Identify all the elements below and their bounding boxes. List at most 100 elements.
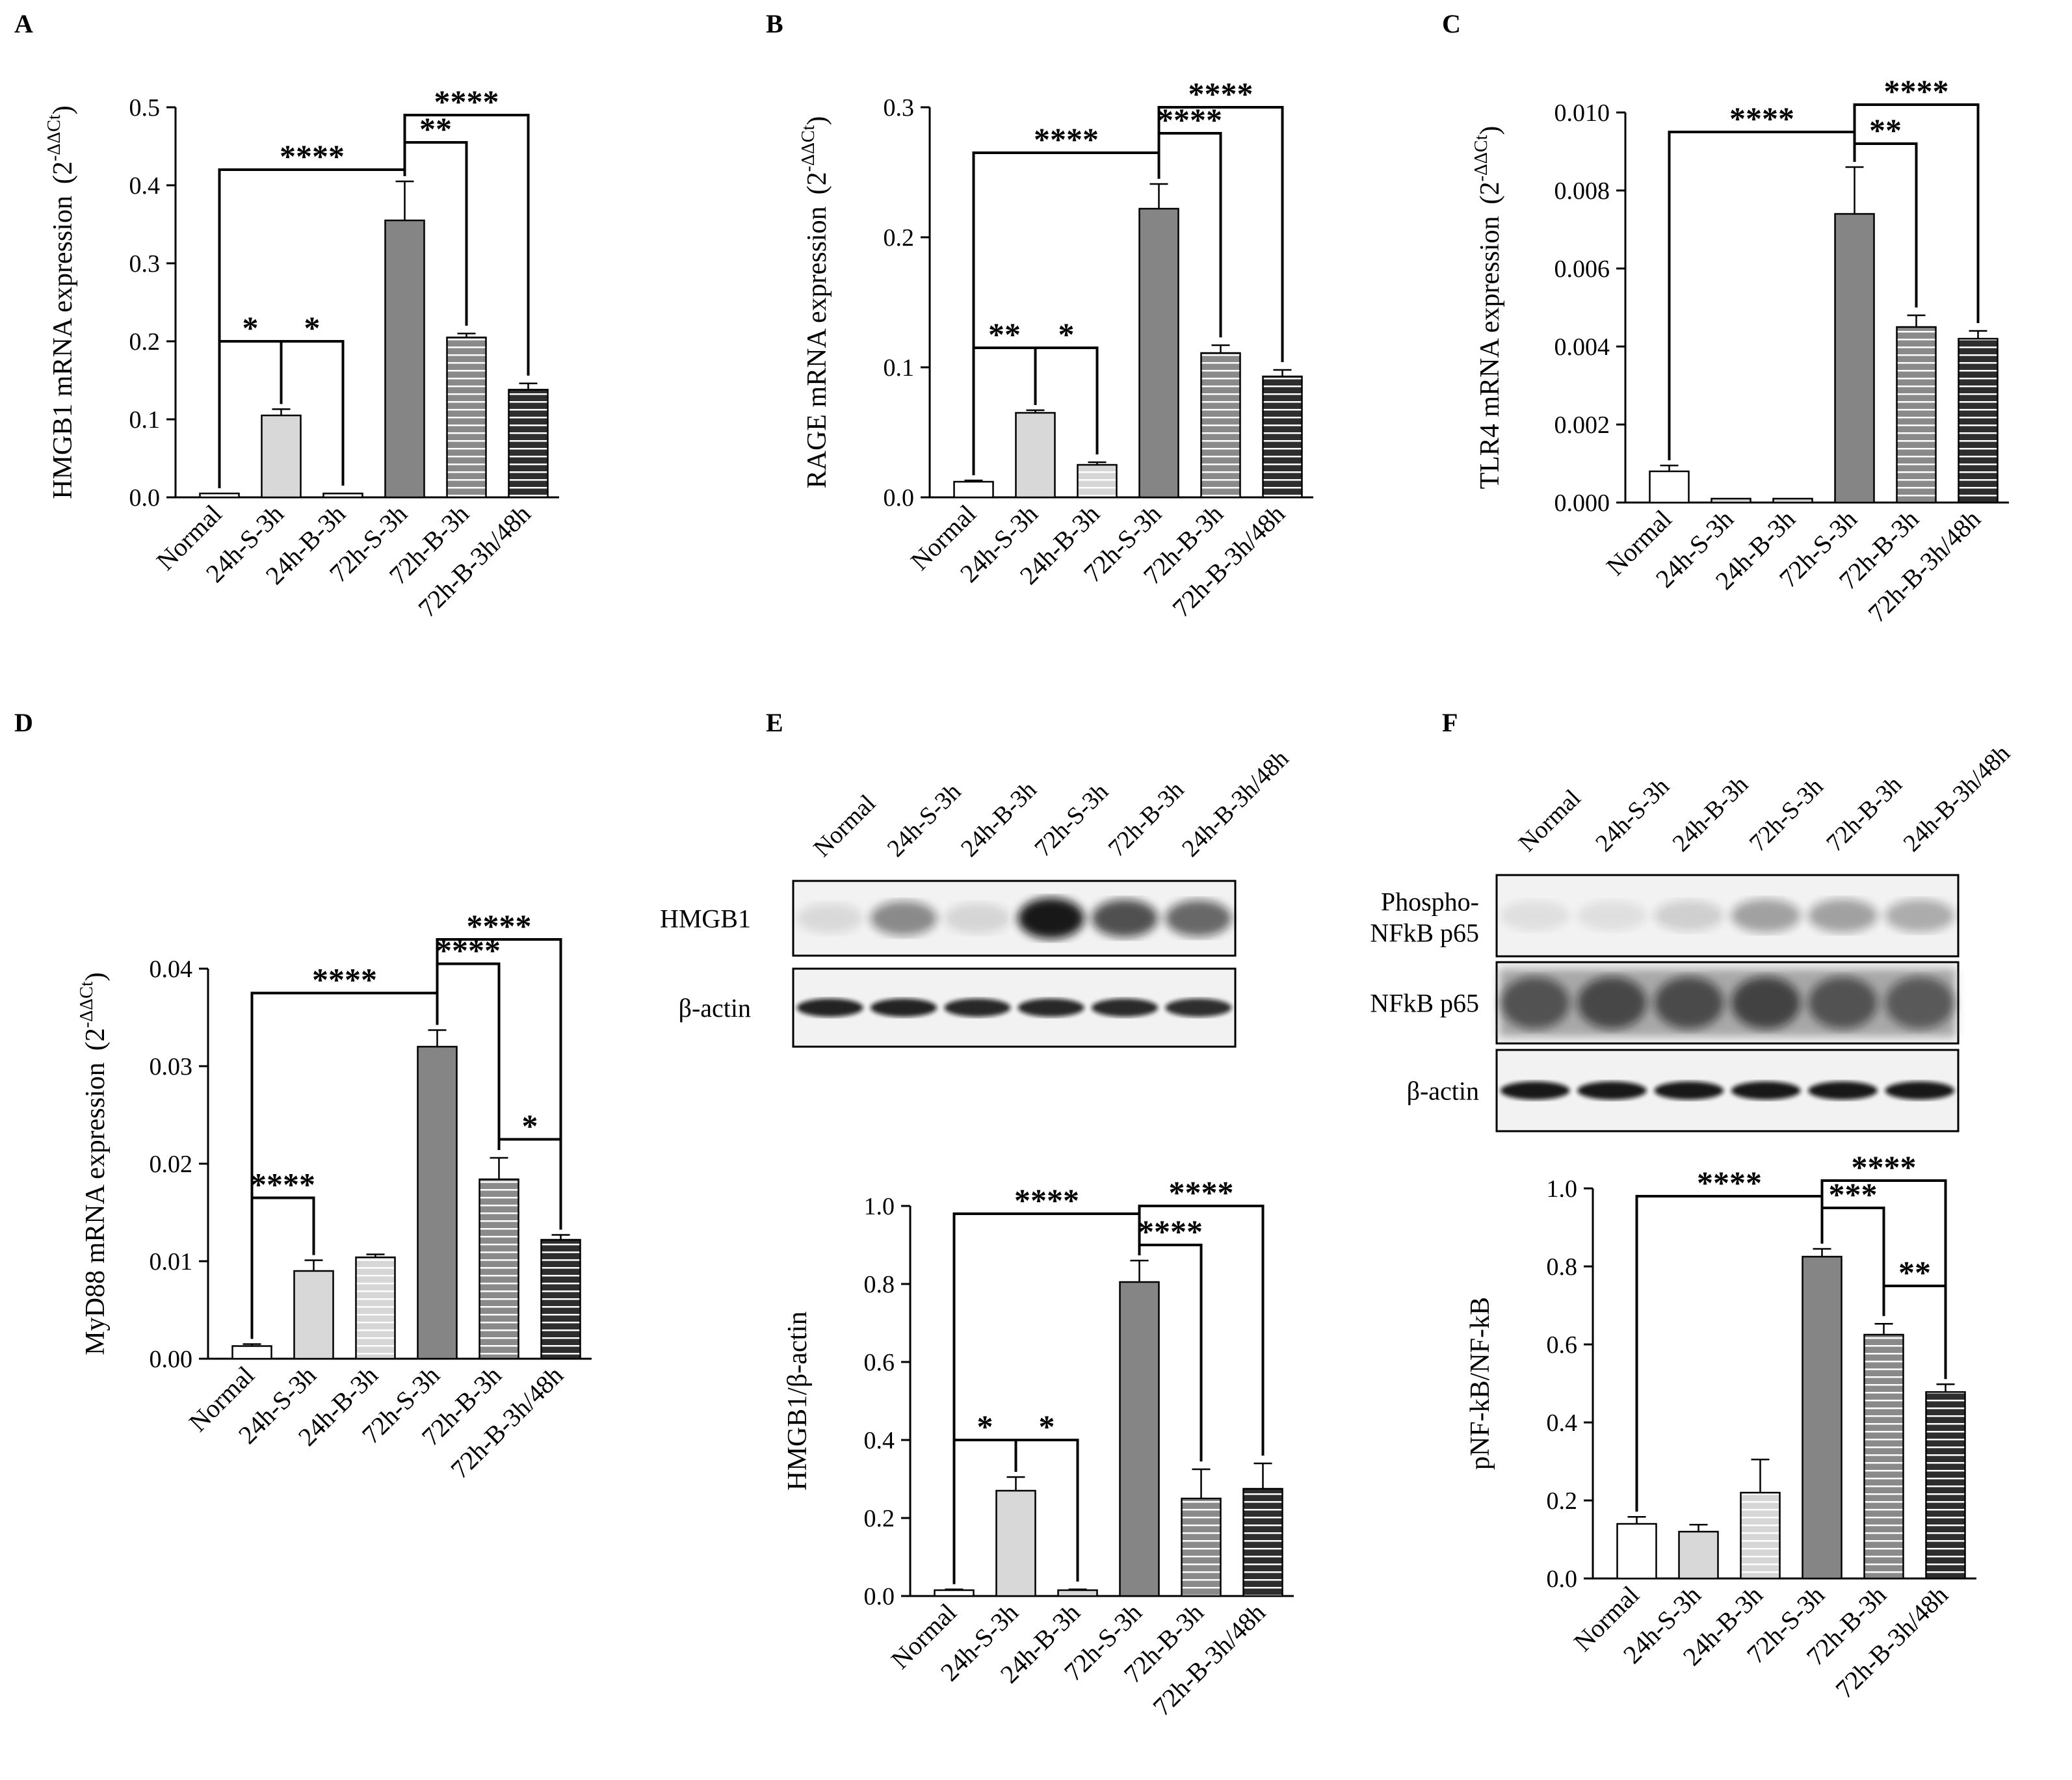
- y-tick-label: 0.000: [1554, 490, 1610, 517]
- significance-bracket: [1014, 1439, 1079, 1582]
- panel-letter-b: B: [766, 9, 783, 38]
- significance-bracket: [250, 1196, 315, 1337]
- blot-band: [1500, 976, 1570, 1029]
- significance-label: ****: [312, 962, 377, 998]
- blot-lane-label: 72h-B-3h: [1821, 771, 1908, 857]
- blot-band: [1731, 976, 1801, 1029]
- blot-row-label: HMGB1: [660, 904, 751, 934]
- significance-label: ****: [1697, 1164, 1762, 1201]
- y-tick-label: 0.8: [864, 1271, 895, 1298]
- blot-band: [1165, 999, 1232, 1017]
- y-tick-label: 0.4: [864, 1427, 895, 1454]
- significance-label: ****: [280, 138, 345, 174]
- blot-band: [1500, 900, 1570, 931]
- significance-label: ****: [1852, 1149, 1917, 1185]
- bar-1: [995, 1489, 1036, 1597]
- bar-0: [1649, 470, 1690, 504]
- bar-3: [417, 1045, 458, 1360]
- chart-hmgb1-mrna: 0.0 0.1 0.2 0.3 0.4 0.5 HMGB1 mRNA expression (…: [44, 83, 559, 623]
- significance-bracket: [952, 1212, 1141, 1584]
- blot-band: [1654, 1081, 1724, 1100]
- bar-0: [953, 480, 994, 499]
- bar-5: [1958, 337, 1999, 504]
- blot-band: [1577, 1081, 1647, 1100]
- y-axis-label-text: MyD88 mRNA expression: [81, 1062, 111, 1355]
- significance-bracket: [1668, 131, 1856, 460]
- blot-band: [1017, 898, 1084, 939]
- significance-label: ****: [436, 932, 501, 969]
- y-tick-label: 0.6: [864, 1349, 895, 1376]
- y-axis-label-superscript: -ΔΔCt: [77, 981, 97, 1028]
- y-tick-label: 0.4: [129, 172, 161, 200]
- significance-bracket: [972, 151, 1161, 475]
- y-tick-label: 0.2: [864, 1505, 895, 1532]
- bar-5: [540, 1238, 581, 1360]
- y-tick-label: 0.3: [884, 94, 915, 122]
- blot-band: [1731, 1081, 1801, 1100]
- blot-lane-label: 24h-S-3h: [882, 778, 967, 863]
- panel-letter-a: A: [14, 9, 33, 38]
- bar-0: [934, 1589, 975, 1597]
- y-axis-label-unit: (2: [1475, 181, 1505, 204]
- y-axis-label: RAGE mRNA expression (2-ΔΔCt): [798, 116, 832, 489]
- blot-band: [1808, 1081, 1878, 1100]
- bar-3: [1119, 1281, 1160, 1597]
- bar-1: [1711, 497, 1751, 504]
- blot-row-label: β-actin: [679, 993, 751, 1023]
- y-tick-label: 0.01: [150, 1248, 193, 1276]
- blot-row-label: β-actin: [1407, 1077, 1479, 1106]
- y-tick-label: 0.5: [129, 94, 161, 122]
- bar-2: [355, 1256, 396, 1360]
- y-axis-label-text: RAGE mRNA expression: [802, 206, 832, 488]
- significance-label: ***: [1829, 1176, 1878, 1212]
- bar-0: [231, 1345, 272, 1360]
- bar-5: [508, 389, 549, 499]
- significance-label: ****: [1729, 100, 1794, 137]
- y-tick-label: 0.006: [1554, 255, 1610, 283]
- y-tick-label: 0.03: [150, 1053, 193, 1080]
- significance-bracket: [1820, 1179, 1947, 1377]
- y-tick-label: 0.1: [129, 406, 161, 434]
- significance-bracket: [1034, 347, 1099, 454]
- y-axis-label: MyD88 mRNA expression (2-ΔΔCt): [77, 972, 111, 1355]
- bar-2: [1057, 1589, 1098, 1597]
- chart-pnfkb-nfkb: 0.00.20.40.60.81.0pNF-kB/NF-kBNormal24h-…: [1465, 1149, 1976, 1704]
- panel-letter-c: C: [1442, 9, 1461, 38]
- significance-bracket: [1882, 1285, 1947, 1380]
- y-axis-label-close: ): [81, 972, 111, 981]
- blot-band: [871, 901, 937, 936]
- y-tick-label: 0.1: [884, 354, 915, 382]
- y-axis-label-text: TLR4 mRNA expression: [1475, 216, 1505, 489]
- y-tick-label: 0.2: [1547, 1487, 1578, 1515]
- y-tick-label: 0.0: [864, 1583, 895, 1610]
- y-axis-label: pNF-kB/NF-kB: [1465, 1297, 1495, 1470]
- bar-3: [1802, 1255, 1843, 1580]
- significance-bracket: [1853, 103, 1980, 323]
- bar-2: [1740, 1491, 1781, 1580]
- y-tick-label: 0.04: [150, 956, 193, 983]
- bar-4: [1863, 1333, 1904, 1580]
- blot-band: [796, 903, 863, 934]
- y-tick-label: 1.0: [1547, 1175, 1578, 1203]
- blot-band: [1654, 900, 1724, 931]
- bar-5: [1262, 375, 1303, 499]
- significance-bracket: [1635, 1195, 1824, 1512]
- bar-4: [1181, 1497, 1222, 1597]
- significance-bracket: [436, 938, 562, 1227]
- bar-1: [1015, 412, 1056, 499]
- significance-bracket: [1157, 106, 1284, 362]
- y-tick-label: 0.00: [150, 1346, 193, 1373]
- blot-lane-label: 72h-S-3h: [1029, 778, 1114, 863]
- significance-bracket: [403, 114, 530, 376]
- y-tick-label: 0.2: [884, 224, 915, 252]
- bar-3: [1138, 207, 1179, 499]
- y-axis-label-close: ): [802, 116, 832, 125]
- bar-2: [1772, 497, 1813, 504]
- bar-0: [1616, 1523, 1657, 1580]
- significance-label: ****: [250, 1166, 315, 1203]
- blot-lane-label: Normal: [808, 790, 881, 863]
- y-axis-label-unit: (2: [48, 161, 78, 184]
- y-axis-label-superscript: -ΔΔCt: [798, 125, 819, 172]
- blot-band: [1731, 899, 1801, 932]
- y-tick-label: 0.0: [129, 484, 161, 512]
